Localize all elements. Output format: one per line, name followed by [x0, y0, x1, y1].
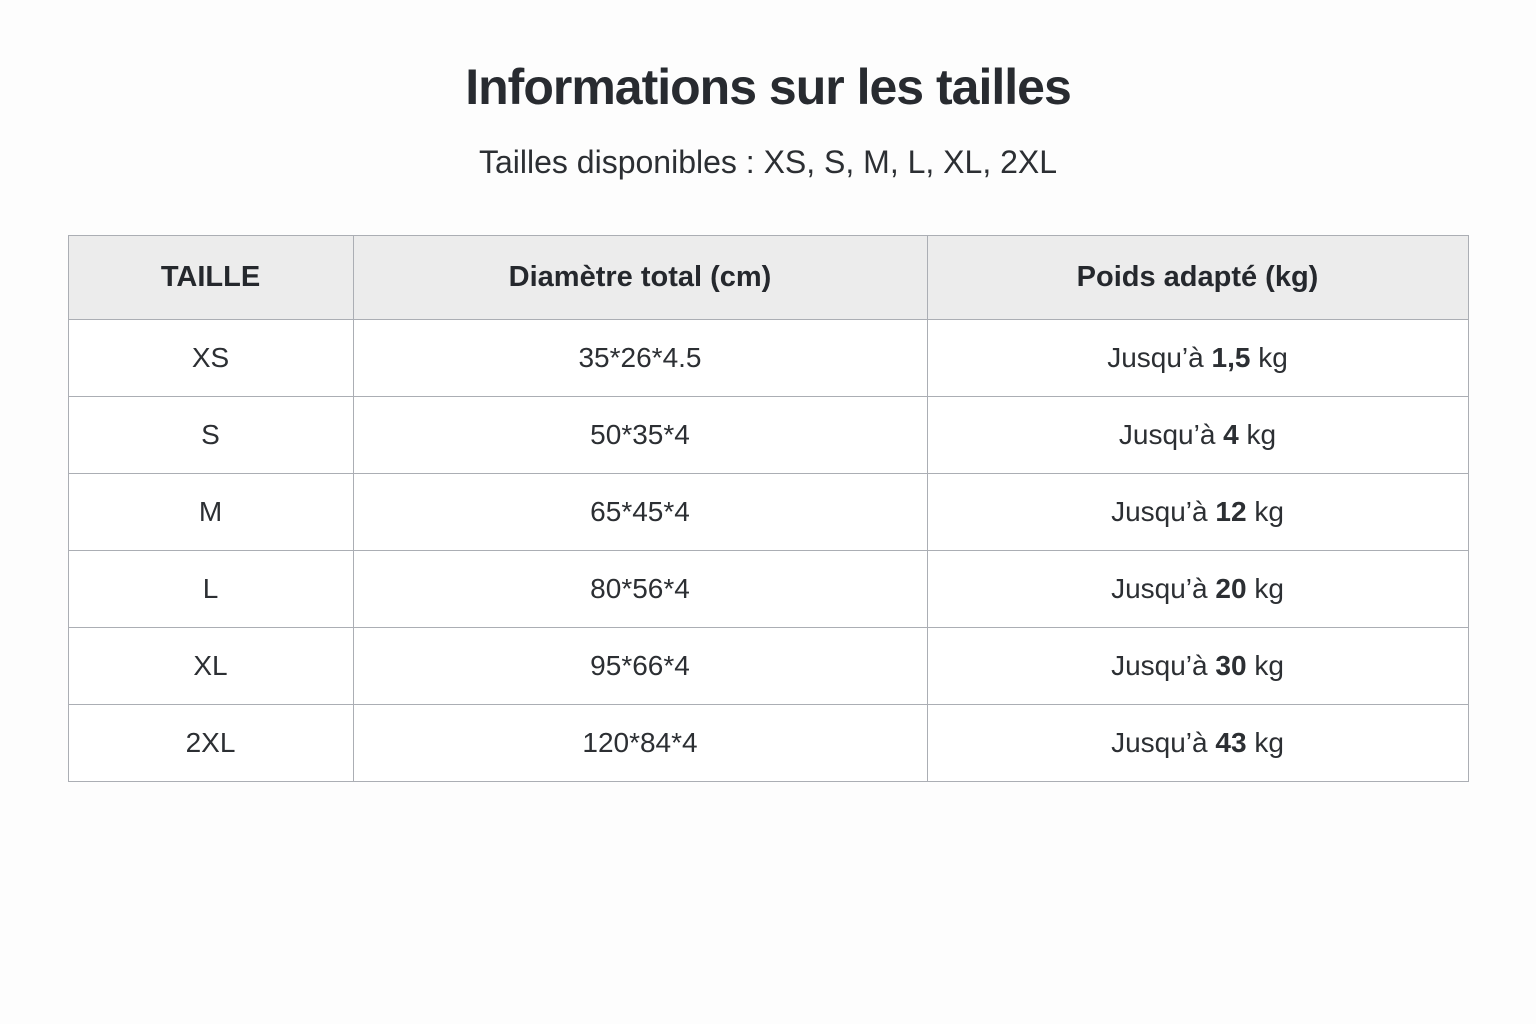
table-row: 2XL 120*84*4 Jusqu’à 43 kg — [67, 704, 1469, 782]
weight-value: 4 — [1223, 419, 1239, 450]
weight-prefix: Jusqu’à — [1111, 496, 1208, 527]
page-title: Informations sur les tailles — [465, 59, 1072, 115]
weight-unit: kg — [1254, 496, 1284, 527]
weight-unit: kg — [1246, 419, 1277, 450]
diameter-cell: 95*66*4 — [352, 627, 928, 705]
size-cell: M — [67, 473, 354, 551]
diameter-cell: 65*45*4 — [352, 473, 928, 551]
diameter-cell: 80*56*4 — [352, 550, 928, 628]
diameter-cell: 50*35*4 — [352, 396, 928, 474]
diameter-cell: 120*84*4 — [352, 704, 928, 782]
weight-prefix: Jusqu’à — [1111, 650, 1208, 681]
weight-value: 1,5 — [1211, 342, 1251, 373]
weight-unit: kg — [1254, 727, 1284, 758]
size-cell: S — [67, 396, 354, 474]
table-row: L 80*56*4 Jusqu’à 20 kg — [67, 550, 1469, 628]
size-table-body: XS 35*26*4.5 Jusqu’à 1,5 kg S 50*35*4 Ju… — [67, 319, 1469, 782]
weight-value: 12 — [1215, 496, 1247, 527]
weight-unit: kg — [1258, 342, 1288, 373]
weight-cell: Jusqu’à 1,5 kg — [926, 319, 1469, 397]
header-poids-adapte: Poids adapté (kg) — [926, 235, 1469, 320]
available-sizes-subtitle: Tailles disponibles : XS, S, M, L, XL, 2… — [478, 144, 1058, 180]
size-cell: 2XL — [67, 704, 354, 782]
weight-cell: Jusqu’à 12 kg — [926, 473, 1469, 551]
weight-cell: Jusqu’à 20 kg — [926, 550, 1469, 628]
weight-value: 43 — [1215, 727, 1247, 758]
weight-unit: kg — [1254, 573, 1284, 604]
header-taille: TAILLE — [67, 235, 354, 320]
weight-value: 20 — [1215, 573, 1247, 604]
diameter-cell: 35*26*4.5 — [352, 319, 928, 397]
weight-cell: Jusqu’à 43 kg — [926, 704, 1469, 782]
size-table: TAILLE Diamètre total (cm) Poids adapté … — [67, 235, 1469, 782]
weight-prefix: Jusqu’à — [1107, 342, 1204, 373]
weight-unit: kg — [1254, 650, 1284, 681]
weight-prefix: Jusqu’à — [1111, 573, 1208, 604]
table-row: S 50*35*4 Jusqu’à 4 kg — [67, 396, 1469, 474]
header-diametre-total: Diamètre total (cm) — [352, 235, 928, 320]
weight-cell: Jusqu’à 4 kg — [926, 396, 1469, 474]
weight-value: 30 — [1215, 650, 1247, 681]
size-cell: XL — [67, 627, 354, 705]
weight-prefix: Jusqu’à — [1118, 419, 1216, 450]
size-cell: XS — [67, 319, 354, 397]
table-row: XS 35*26*4.5 Jusqu’à 1,5 kg — [67, 319, 1469, 397]
size-table-header: TAILLE Diamètre total (cm) Poids adapté … — [67, 235, 1469, 320]
header-row: TAILLE Diamètre total (cm) Poids adapté … — [67, 235, 1469, 320]
weight-prefix: Jusqu’à — [1111, 727, 1208, 758]
size-cell: L — [67, 550, 354, 628]
weight-cell: Jusqu’à 30 kg — [926, 627, 1469, 705]
table-row: M 65*45*4 Jusqu’à 12 kg — [67, 473, 1469, 551]
table-row: XL 95*66*4 Jusqu’à 30 kg — [67, 627, 1469, 705]
